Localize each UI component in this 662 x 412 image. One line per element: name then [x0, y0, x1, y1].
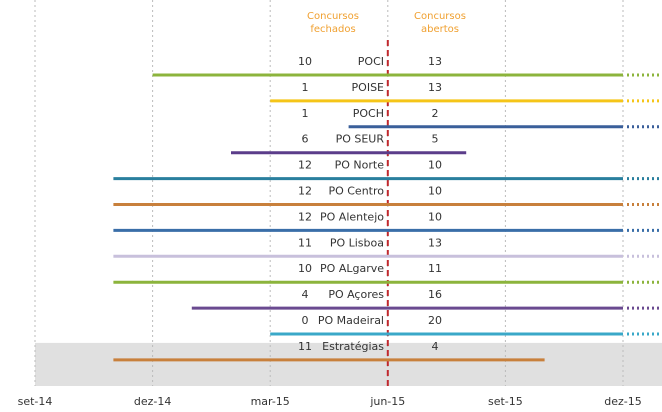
open-count: 2	[432, 107, 439, 120]
open-count: 13	[428, 81, 442, 94]
x-tick-label: dez-15	[604, 395, 642, 408]
open-count: 20	[428, 314, 442, 327]
open-count: 13	[428, 55, 442, 68]
closed-count: 11	[298, 236, 312, 249]
program-name: PO SEUR	[336, 133, 385, 146]
header-open: Concursos abertos	[414, 11, 466, 35]
closed-count: 12	[298, 159, 312, 172]
open-count: 13	[428, 236, 442, 249]
program-name: PO Madeiral	[318, 314, 384, 327]
x-tick-label: dez-14	[134, 395, 172, 408]
open-count: 10	[428, 159, 442, 172]
x-tick-label: mar-15	[251, 395, 290, 408]
open-count: 4	[432, 340, 439, 353]
program-name: PO ALgarve	[320, 262, 384, 275]
program-name: PO Açores	[328, 288, 384, 301]
closed-count: 10	[298, 262, 312, 275]
open-count: 10	[428, 185, 442, 198]
highlight-band	[35, 342, 662, 386]
header-closed: Concursos fechados	[307, 11, 359, 35]
program-name: PO Lisboa	[330, 236, 384, 249]
open-count: 11	[428, 262, 442, 275]
open-count: 5	[432, 133, 439, 146]
open-count: 10	[428, 210, 442, 223]
background-layer	[34, 0, 662, 386]
program-name: POCH	[353, 107, 384, 120]
closed-count: 4	[302, 288, 309, 301]
closed-count: 1	[302, 107, 309, 120]
closed-count: 6	[302, 133, 309, 146]
closed-count: 0	[302, 314, 309, 327]
program-name: POISE	[352, 81, 385, 94]
program-name: PO Alentejo	[320, 210, 384, 223]
program-name: PO Norte	[335, 159, 385, 172]
x-tick-label: set-14	[18, 395, 53, 408]
closed-count: 11	[298, 340, 312, 353]
closed-count: 12	[298, 185, 312, 198]
x-tick-label: jun-15	[369, 395, 405, 408]
x-tick-label: set-15	[488, 395, 523, 408]
closed-count: 10	[298, 55, 312, 68]
program-name: PO Centro	[328, 185, 384, 198]
open-count: 16	[428, 288, 442, 301]
closed-count: 1	[302, 81, 309, 94]
program-name: POCI	[358, 55, 384, 68]
closed-count: 12	[298, 210, 312, 223]
program-name: Estratégias	[322, 340, 384, 353]
